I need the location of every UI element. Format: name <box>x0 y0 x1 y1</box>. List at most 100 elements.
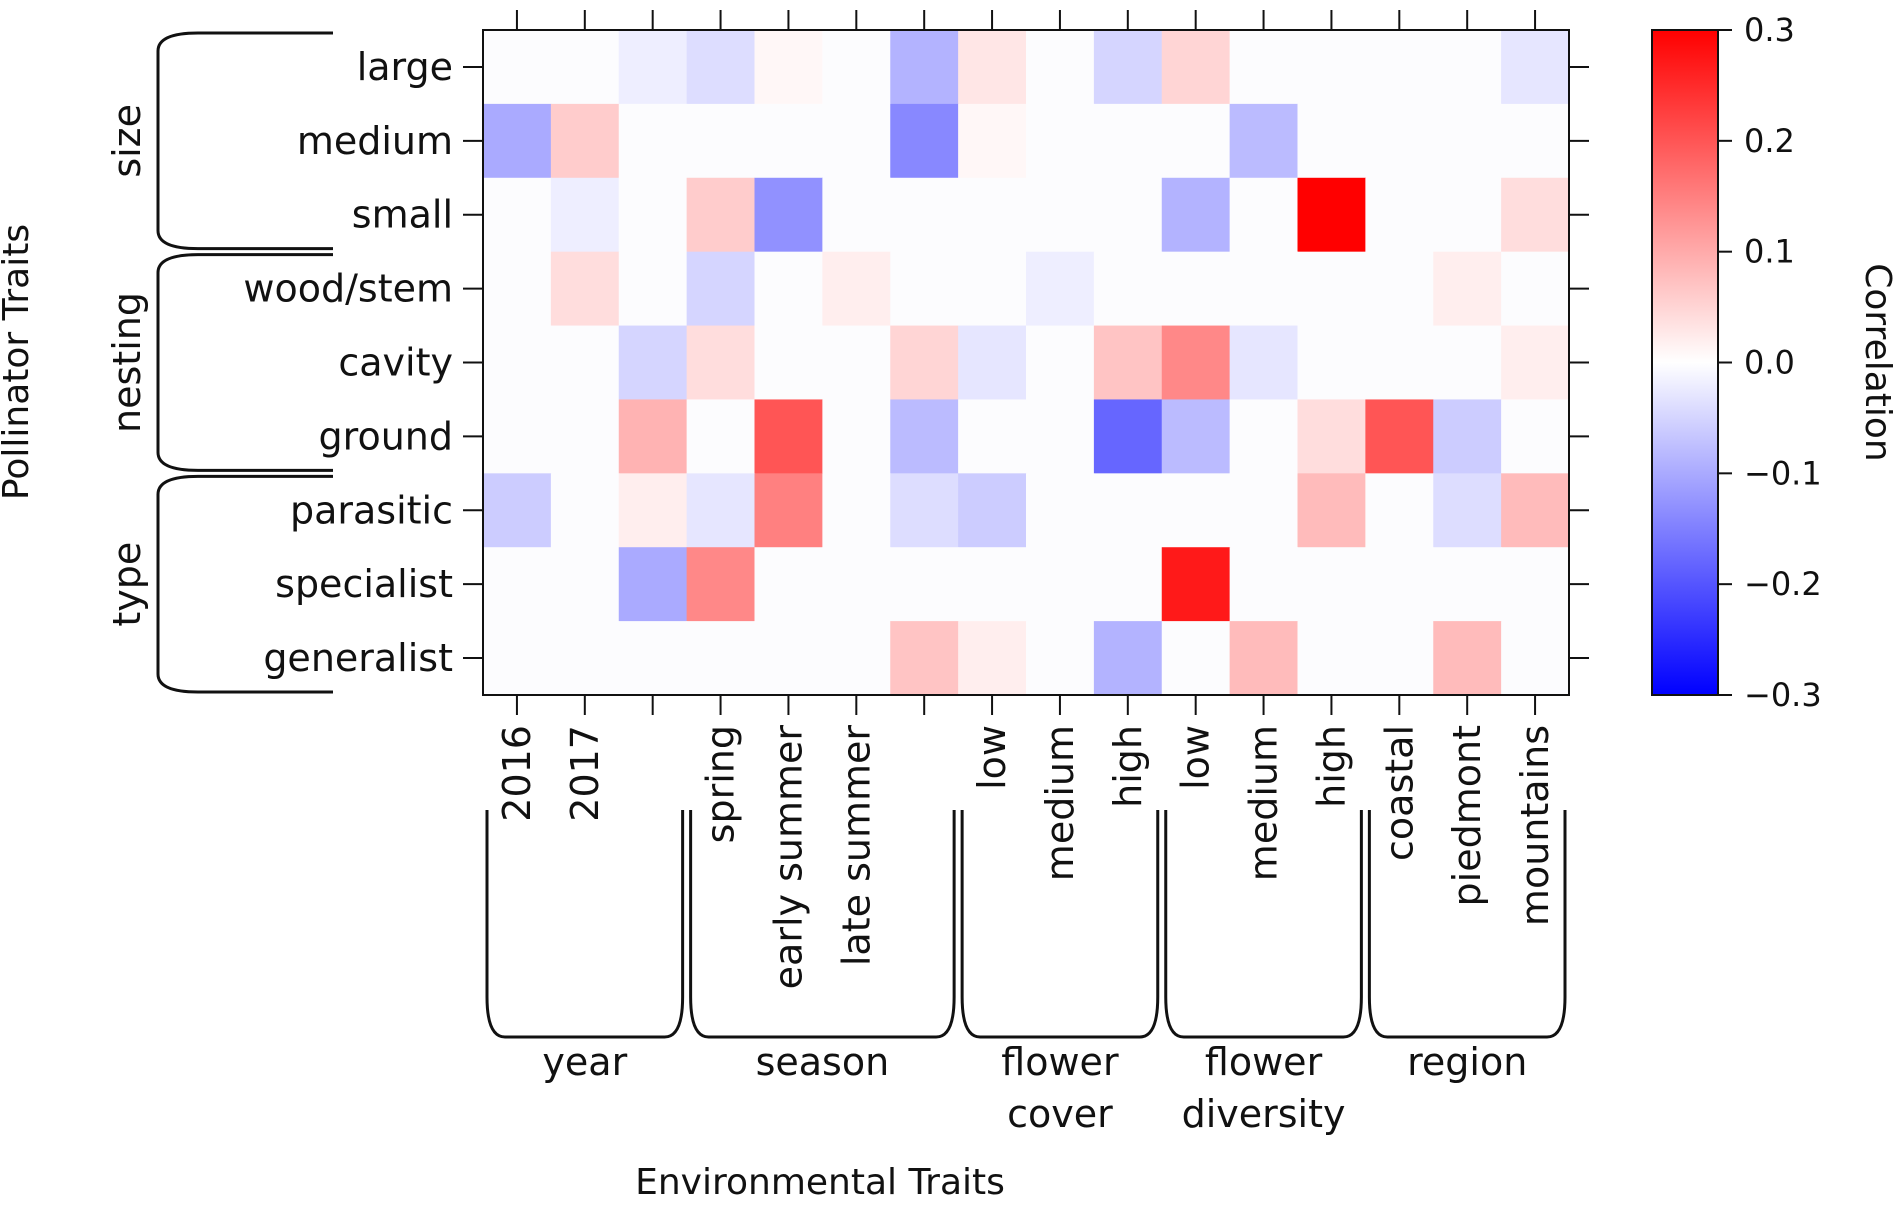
y-tick-label: small <box>352 193 453 237</box>
heatmap-cell-r1-c9 <box>1093 103 1163 179</box>
heatmap-cell-r0-c12 <box>1297 30 1366 105</box>
heatmap-cell-r0-c0 <box>483 30 552 105</box>
heatmap-cell-r2-c12 <box>1297 177 1366 253</box>
heatmap-cell-r5-c14 <box>1433 399 1502 474</box>
heatmap-cell-r3-c6 <box>890 251 959 327</box>
x-tick-label: early summer <box>766 725 810 990</box>
heatmap-cell-r3-c8 <box>1026 251 1095 327</box>
heatmap-cell-r6-c12 <box>1297 473 1366 548</box>
heatmap-cell-r3-c10 <box>1161 251 1231 327</box>
heatmap-cell-r0-c8 <box>1026 30 1095 105</box>
x-tick-label: late summer <box>834 725 878 966</box>
colorbar-tick-label: 0.3 <box>1744 11 1795 49</box>
heatmap-cell-r5-c2 <box>618 399 688 474</box>
heatmap-cell-r6-c10 <box>1161 473 1231 548</box>
x-group-bracket <box>689 810 956 1039</box>
heatmap-cell-r7-c3 <box>686 547 756 622</box>
x-tick-label: 2016 <box>495 725 539 822</box>
heatmap-cell-r5-c10 <box>1161 399 1231 474</box>
heatmap-cell-r2-c10 <box>1161 177 1231 253</box>
x-group-label: flower diversity <box>1182 1040 1346 1136</box>
heatmap-cell-r7-c14 <box>1433 547 1502 622</box>
heatmap-cell-r2-c4 <box>754 177 823 253</box>
heatmap-cell-r1-c3 <box>686 103 756 179</box>
heatmap-cell-r6-c15 <box>1501 473 1570 548</box>
heatmap-cell-r4-c0 <box>483 325 552 401</box>
heatmap-cell-r2-c11 <box>1229 177 1299 253</box>
heatmap-cell-r7-c5 <box>822 547 891 622</box>
heatmap-cell-r5-c12 <box>1297 399 1366 474</box>
heatmap-cell-r3-c3 <box>686 251 756 327</box>
heatmap-cell-r2-c7 <box>958 177 1027 253</box>
x-group-label: flower cover <box>1001 1040 1119 1136</box>
heatmap-cell-r2-c5 <box>822 177 891 253</box>
x-tick-label: high <box>1309 725 1353 808</box>
heatmap-cell-r1-c11 <box>1229 103 1299 179</box>
heatmap-cell-r8-c12 <box>1297 621 1366 696</box>
heatmap-cell-r2-c0 <box>483 177 552 253</box>
x-tick-label: low <box>1174 725 1218 790</box>
heatmap-cell-r8-c1 <box>550 621 620 696</box>
heatmap-cell-r5-c7 <box>958 399 1027 474</box>
heatmap-cell-r2-c2 <box>618 177 688 253</box>
colorbar-tick-label: 0.0 <box>1744 344 1795 382</box>
heatmap-cell-r6-c14 <box>1433 473 1502 548</box>
heatmap-cell-r4-c1 <box>550 325 620 401</box>
heatmap-cell-r8-c7 <box>958 621 1027 696</box>
heatmap-cell-r5-c8 <box>1026 399 1095 474</box>
x-group-label: season <box>756 1040 890 1084</box>
heatmap-cell-r3-c0 <box>483 251 552 327</box>
heatmap-cell-r7-c4 <box>754 547 823 622</box>
y-group-label: type <box>105 542 149 627</box>
y-tick-label: ground <box>319 414 453 458</box>
heatmap-cell-r2-c13 <box>1365 177 1434 253</box>
heatmap-cell-r6-c4 <box>754 473 823 548</box>
heatmap-cell-r0-c5 <box>822 30 891 105</box>
heatmap-cell-r4-c7 <box>958 325 1027 401</box>
heatmap-cell-r5-c5 <box>822 399 891 474</box>
x-group-label-line: diversity <box>1182 1092 1346 1136</box>
heatmap-cell-r2-c3 <box>686 177 756 253</box>
heatmap-cell-r6-c0 <box>483 473 552 548</box>
heatmap-cell-r1-c14 <box>1433 103 1502 179</box>
heatmap-cell-r1-c6 <box>890 103 959 179</box>
heatmap-cell-r2-c9 <box>1093 177 1163 253</box>
heatmap-cell-r4-c6 <box>890 325 959 401</box>
y-group-label: nesting <box>105 292 149 433</box>
heatmap-cell-r8-c15 <box>1501 621 1570 696</box>
heatmap-cell-r8-c3 <box>686 621 756 696</box>
heatmap-cell-r5-c6 <box>890 399 959 474</box>
heatmap-cell-r4-c5 <box>822 325 891 401</box>
heatmap-cell-r6-c6 <box>890 473 959 548</box>
heatmap-cell-r7-c0 <box>483 547 552 622</box>
heatmap-cell-r4-c10 <box>1161 325 1231 401</box>
colorbar-tick-label: −0.1 <box>1744 454 1822 492</box>
heatmap-cell-r3-c12 <box>1297 251 1366 327</box>
heatmap-cell-r1-c10 <box>1161 103 1231 179</box>
heatmap-cell-r6-c11 <box>1229 473 1299 548</box>
x-group-bracket <box>960 810 1160 1039</box>
heatmap-cell-r7-c1 <box>550 547 620 622</box>
heatmap-cell-r0-c7 <box>958 30 1027 105</box>
heatmap-cell-r0-c3 <box>686 30 756 105</box>
heatmap-cell-r7-c10 <box>1161 547 1231 622</box>
heatmap-cell-r3-c9 <box>1093 251 1163 327</box>
heatmap-cell-r7-c11 <box>1229 547 1299 622</box>
heatmap-cell-r3-c5 <box>822 251 891 327</box>
x-tick-labels: 2016 2017 spring early summer late summer low… <box>495 725 1557 990</box>
heatmap-cell-r4-c8 <box>1026 325 1095 401</box>
heatmap-cell-r2-c15 <box>1501 177 1570 253</box>
heatmap-cell-r0-c14 <box>1433 30 1502 105</box>
x-group-bracket <box>1164 810 1363 1039</box>
heatmap-cell-r1-c12 <box>1297 103 1366 179</box>
x-group-label-line: flower <box>1001 1040 1119 1084</box>
x-tick-label: coastal <box>1377 725 1421 861</box>
heatmap-cell-r4-c12 <box>1297 325 1366 401</box>
heatmap-cell-r1-c13 <box>1365 103 1434 179</box>
y-tick-label: medium <box>297 119 453 163</box>
heatmap-cell-r3-c7 <box>958 251 1027 327</box>
x-tick-label: medium <box>1242 725 1286 881</box>
heatmap-cell-r4-c14 <box>1433 325 1502 401</box>
heatmap-cell-r5-c3 <box>686 399 756 474</box>
x-group-brackets <box>485 810 1567 1039</box>
